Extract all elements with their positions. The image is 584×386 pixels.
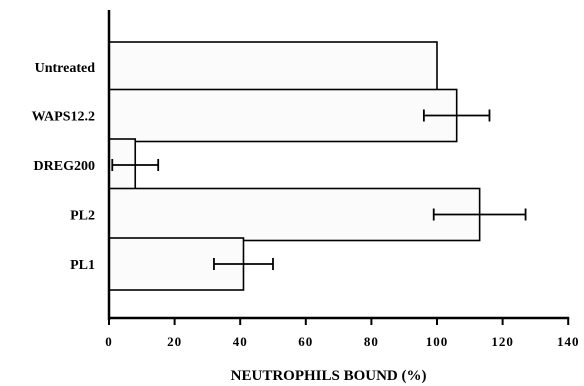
error-bar-4 — [213, 258, 274, 270]
error-bar-1 — [422, 109, 491, 122]
x-tick-label-2: 40 — [233, 334, 248, 349]
x-tick-label-4: 80 — [364, 334, 379, 349]
x-axis-title: NEUTROPHILS BOUND (%) — [231, 368, 427, 384]
x-tick-label-1: 20 — [167, 334, 182, 349]
x-tick-label-3: 60 — [298, 334, 313, 349]
category-label-3: PL2 — [70, 209, 95, 224]
category-label-4: PL1 — [70, 258, 95, 273]
bar-pl2 — [108, 187, 481, 242]
x-tick-label-5: 100 — [426, 334, 449, 349]
error-bars-layer — [111, 109, 527, 270]
category-labels-layer: Untreated WAPS12.2 DREG200 PL2 PL1 — [32, 61, 96, 273]
category-label-1: WAPS12.2 — [32, 110, 95, 125]
category-label-2: DREG200 — [34, 159, 95, 174]
axes-layer — [107, 10, 570, 320]
x-tick-label-6: 120 — [491, 334, 514, 349]
category-label-0: Untreated — [35, 61, 96, 76]
error-bar-3 — [432, 208, 527, 221]
x-tick-label-7: 140 — [557, 334, 580, 349]
x-ticks-layer: 0 20 40 60 80 100 120 140 — [105, 318, 580, 349]
bar-waps12-2 — [108, 88, 458, 143]
error-bar-2 — [111, 159, 160, 171]
bar-untreated — [108, 41, 438, 93]
x-tick-label-0: 0 — [105, 334, 113, 349]
bars-layer — [108, 41, 481, 291]
